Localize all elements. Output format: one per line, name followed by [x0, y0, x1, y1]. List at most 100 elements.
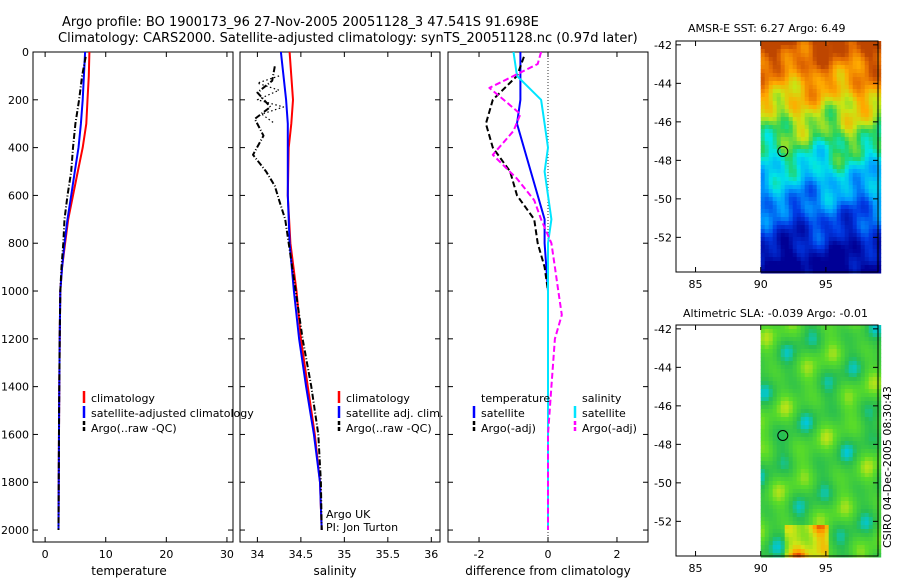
field-cell — [856, 517, 862, 522]
field-cell — [780, 233, 786, 238]
field-cell — [876, 357, 882, 362]
field-cell — [808, 249, 814, 254]
field-cell — [780, 121, 786, 126]
field-cell — [876, 197, 882, 202]
field-cell — [872, 525, 878, 530]
field-cell — [764, 141, 770, 146]
field-cell — [820, 241, 826, 246]
x-tick-label: 35 — [337, 548, 351, 561]
field-cell — [824, 549, 830, 554]
field-cell — [780, 413, 786, 418]
field-cell — [776, 397, 782, 402]
field-cell — [812, 217, 818, 222]
field-cell — [812, 413, 818, 418]
field-cell — [872, 413, 878, 418]
field-cell — [780, 349, 786, 354]
field-cell — [804, 541, 810, 546]
field-cell — [856, 137, 862, 142]
field-cell — [852, 121, 858, 126]
field-cell — [872, 513, 878, 518]
field-cell — [828, 517, 834, 522]
field-cell — [876, 101, 882, 106]
x-tick-label: 30 — [220, 548, 234, 561]
field-cell — [876, 477, 882, 482]
field-cell — [784, 233, 790, 238]
field-cell — [824, 517, 830, 522]
field-cell — [852, 457, 858, 462]
field-cell — [868, 197, 874, 202]
field-cell — [836, 169, 842, 174]
field-cell — [836, 381, 842, 386]
field-cell — [796, 385, 802, 390]
field-cell — [860, 97, 866, 102]
field-cell — [784, 141, 790, 146]
field-cell — [772, 453, 778, 458]
field-cell — [872, 405, 878, 410]
field-cell — [764, 537, 770, 542]
field-cell — [808, 261, 814, 266]
field-cell — [784, 489, 790, 494]
field-cell — [864, 333, 870, 338]
field-cell — [860, 349, 866, 354]
field-cell — [872, 201, 878, 206]
field-cell — [856, 173, 862, 178]
field-cell — [856, 121, 862, 126]
field-cell — [836, 145, 842, 150]
field-cell — [848, 201, 854, 206]
field-cell — [760, 441, 766, 446]
field-cell — [856, 333, 862, 338]
field-cell — [780, 465, 786, 470]
field-cell — [860, 509, 866, 514]
field-cell — [760, 61, 766, 66]
field-cell — [772, 145, 778, 150]
field-cell — [804, 453, 810, 458]
field-cell — [872, 225, 878, 230]
field-cell — [876, 517, 882, 522]
field-cell — [804, 137, 810, 142]
field-cell — [784, 457, 790, 462]
field-cell — [780, 541, 786, 546]
field-cell — [764, 245, 770, 250]
field-cell — [800, 533, 806, 538]
field-cell — [848, 525, 854, 530]
field-cell — [784, 417, 790, 422]
field-cell — [876, 93, 882, 98]
field-cell — [832, 505, 838, 510]
field-cell — [840, 209, 846, 214]
field-cell — [776, 161, 782, 166]
field-cell — [832, 405, 838, 410]
field-cell — [812, 325, 818, 330]
field-cell — [824, 553, 830, 558]
field-cell — [812, 465, 818, 470]
field-cell — [828, 501, 834, 506]
field-cell — [784, 237, 790, 242]
field-cell — [828, 325, 834, 330]
field-cell — [860, 537, 866, 542]
field-cell — [768, 541, 774, 546]
field-cell — [872, 165, 878, 170]
field-cell — [812, 233, 818, 238]
field-cell — [856, 457, 862, 462]
field-cell — [852, 181, 858, 186]
field-cell — [844, 193, 850, 198]
field-cell — [792, 357, 798, 362]
field-cell — [868, 421, 874, 426]
field-cell — [828, 161, 834, 166]
field-cell — [872, 533, 878, 538]
field-cell — [848, 381, 854, 386]
field-cell — [780, 489, 786, 494]
field-cell — [800, 141, 806, 146]
field-cell — [780, 421, 786, 426]
field-cell — [852, 365, 858, 370]
field-cell — [760, 201, 766, 206]
field-cell — [840, 489, 846, 494]
field-cell — [860, 369, 866, 374]
x-tick-label: 35.5 — [376, 548, 401, 561]
field-cell — [844, 125, 850, 130]
field-cell — [776, 393, 782, 398]
field-cell — [848, 169, 854, 174]
field-cell — [808, 537, 814, 542]
field-cell — [808, 405, 814, 410]
field-cell — [868, 257, 874, 262]
field-cell — [784, 265, 790, 270]
